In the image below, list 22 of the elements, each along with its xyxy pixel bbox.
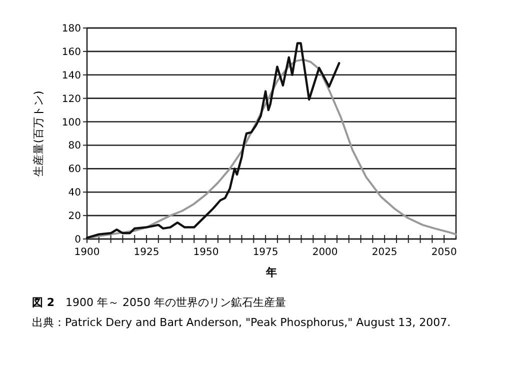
y-tick-label: 40 (68, 188, 81, 199)
y-tick-label: 20 (68, 211, 81, 222)
x-tick-label: 1900 (74, 247, 100, 258)
text: 図 2 1900 年～ 2050 年の世界のリン鉱石生産量 (32, 296, 286, 309)
x-tick-label: 1950 (193, 247, 219, 258)
y-axis-title: 生産量(百万トン) (32, 90, 45, 176)
y-tick-label: 0 (74, 234, 81, 246)
x-tick-label: 2025 (372, 247, 398, 258)
y-tick-label: 120 (62, 94, 81, 105)
x-tick-label: 1975 (252, 247, 278, 258)
y-tick-label: 180 (62, 24, 81, 34)
x-axis-title: 年 (265, 266, 277, 279)
y-tick-label: 80 (68, 140, 81, 152)
x-tick-label: 1925 (134, 247, 160, 258)
y-tick-label: 160 (62, 46, 81, 58)
y-tick-label: 60 (68, 164, 81, 176)
x-tick-label: 2050 (431, 247, 457, 258)
y-tick-label: 140 (62, 70, 81, 82)
x-tick-label: 2000 (312, 247, 338, 258)
source-note: 出典：Patrick Dery and Bart Anderson, "Peak Phosphorus," August 13, 2007. (32, 316, 451, 329)
line-series (86, 42, 340, 239)
y-tick-label: 100 (62, 117, 81, 128)
